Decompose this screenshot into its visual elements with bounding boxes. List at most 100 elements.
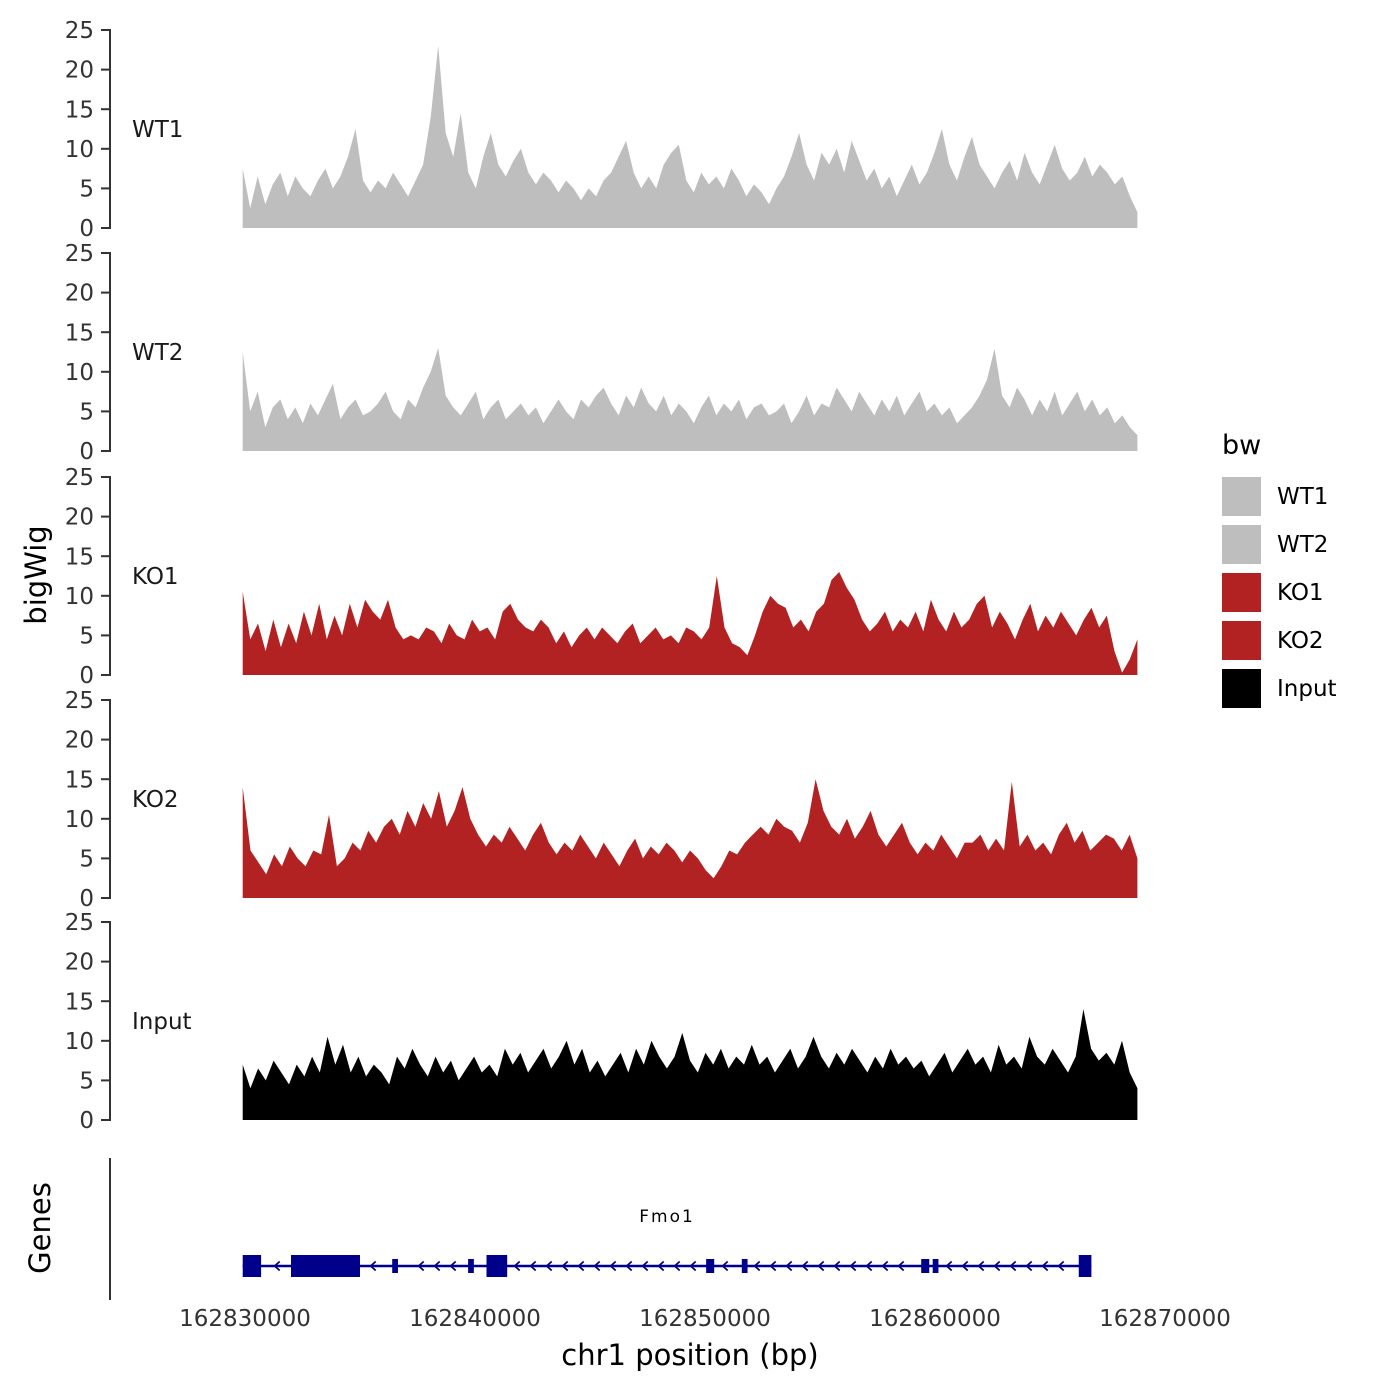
x-tick-label: 162850000	[639, 1306, 771, 1332]
y-tick-label: 15	[65, 97, 94, 123]
x-tick-label: 162870000	[1099, 1306, 1231, 1332]
strand-arrow-left-icon	[833, 1260, 841, 1272]
strand-arrow-left-icon	[1025, 1260, 1033, 1272]
legend-title: bw	[1222, 430, 1262, 461]
y-tick-label: 25	[65, 465, 94, 491]
coverage-area-ko1	[242, 572, 1138, 675]
x-tick-label: 162830000	[179, 1306, 311, 1332]
gene-exon	[706, 1259, 715, 1273]
track-label-ko2: KO2	[132, 787, 179, 813]
y-tick-label: 10	[65, 584, 94, 610]
track-label-wt1: WT1	[132, 117, 183, 143]
legend-label: KO1	[1277, 579, 1324, 606]
legend-item-wt1: WT1	[1222, 477, 1337, 516]
track-label-ko1: KO1	[132, 564, 179, 590]
legend-swatch-icon	[1222, 573, 1261, 612]
legend-swatch-icon	[1222, 669, 1261, 708]
strand-arrow-left-icon	[881, 1260, 889, 1272]
strand-arrow-left-icon	[945, 1260, 953, 1272]
legend-item-ko1: KO1	[1222, 573, 1337, 612]
y-axis-title: bigWig	[19, 525, 53, 625]
gene-exon	[1078, 1255, 1092, 1277]
y-tick-label: 20	[65, 505, 94, 531]
y-tick-label: 20	[65, 281, 94, 307]
y-tick-label: 20	[65, 950, 94, 976]
legend-label: WT2	[1277, 531, 1329, 558]
strand-arrow-left-icon	[897, 1260, 905, 1272]
y-tick-label: 0	[79, 1108, 94, 1134]
track-label-input: Input	[132, 1009, 192, 1035]
legend-items: WT1 WT2 KO1 KO2 Input	[1222, 477, 1337, 708]
y-tick-label: 0	[79, 663, 94, 689]
strand-arrow-left-icon	[865, 1260, 873, 1272]
strand-arrow-left-icon	[593, 1260, 601, 1272]
gene-exon	[291, 1255, 360, 1277]
coverage-area-ko2	[242, 779, 1138, 898]
y-tick-label: 0	[79, 439, 94, 465]
y-tick-label: 15	[65, 320, 94, 346]
strand-arrow-left-icon	[1041, 1260, 1049, 1272]
strand-arrow-left-icon	[561, 1260, 569, 1272]
strand-arrow-left-icon	[577, 1260, 585, 1272]
strand-arrow-left-icon	[1057, 1260, 1065, 1272]
legend-item-input: Input	[1222, 669, 1337, 708]
strand-arrow-left-icon	[433, 1260, 441, 1272]
gene-exon	[468, 1259, 474, 1273]
gene-exon	[921, 1259, 930, 1273]
coverage-area-wt2	[242, 348, 1138, 451]
y-tick-label: 15	[65, 544, 94, 570]
strand-arrow-left-icon	[721, 1260, 729, 1272]
y-tick-label: 15	[65, 767, 94, 793]
strand-arrow-left-icon	[817, 1260, 825, 1272]
x-tick-label: 162840000	[409, 1306, 541, 1332]
y-tick-label: 0	[79, 886, 94, 912]
strand-arrow-left-icon	[801, 1260, 809, 1272]
legend-label: Input	[1277, 675, 1337, 702]
strand-arrow-left-icon	[673, 1260, 681, 1272]
strand-arrow-left-icon	[641, 1260, 649, 1272]
x-axis-title: chr1 position (bp)	[561, 1338, 819, 1372]
strand-arrow-left-icon	[529, 1260, 537, 1272]
strand-arrow-left-icon	[417, 1260, 425, 1272]
y-tick-label: 5	[79, 1068, 94, 1094]
legend-swatch-icon	[1222, 477, 1261, 516]
y-tick-label: 15	[65, 989, 94, 1015]
y-tick-label: 25	[65, 241, 94, 267]
legend-label: WT1	[1277, 483, 1329, 510]
genes-axis-title: Genes	[23, 1182, 57, 1274]
legend-item-wt2: WT2	[1222, 525, 1337, 564]
y-tick-label: 5	[79, 399, 94, 425]
gene-exon	[392, 1259, 398, 1273]
gene-exon	[741, 1259, 748, 1273]
legend-label: KO2	[1277, 627, 1324, 654]
track-label-wt2: WT2	[132, 340, 183, 366]
strand-arrow-left-icon	[369, 1260, 377, 1272]
y-tick-label: 0	[79, 216, 94, 242]
strand-arrow-left-icon	[689, 1260, 697, 1272]
strand-arrow-left-icon	[769, 1260, 777, 1272]
strand-arrow-left-icon	[785, 1260, 793, 1272]
y-tick-label: 20	[65, 58, 94, 84]
x-tick-label: 162860000	[869, 1306, 1001, 1332]
strand-arrow-left-icon	[449, 1260, 457, 1272]
strand-arrow-left-icon	[977, 1260, 985, 1272]
y-tick-label: 25	[65, 688, 94, 714]
coverage-area-wt1	[242, 45, 1138, 228]
strand-arrow-left-icon	[273, 1260, 281, 1272]
legend-swatch-icon	[1222, 621, 1261, 660]
strand-arrow-left-icon	[1009, 1260, 1017, 1272]
gene-exon	[486, 1255, 508, 1277]
gene-exon	[242, 1255, 262, 1277]
strand-arrow-left-icon	[545, 1260, 553, 1272]
y-tick-label: 10	[65, 137, 94, 163]
y-tick-label: 10	[65, 807, 94, 833]
y-tick-label: 25	[65, 18, 94, 44]
y-tick-label: 5	[79, 623, 94, 649]
gene-exon	[932, 1259, 939, 1273]
y-tick-label: 5	[79, 176, 94, 202]
strand-arrow-left-icon	[849, 1260, 857, 1272]
legend-swatch-icon	[1222, 525, 1261, 564]
strand-arrow-left-icon	[961, 1260, 969, 1272]
